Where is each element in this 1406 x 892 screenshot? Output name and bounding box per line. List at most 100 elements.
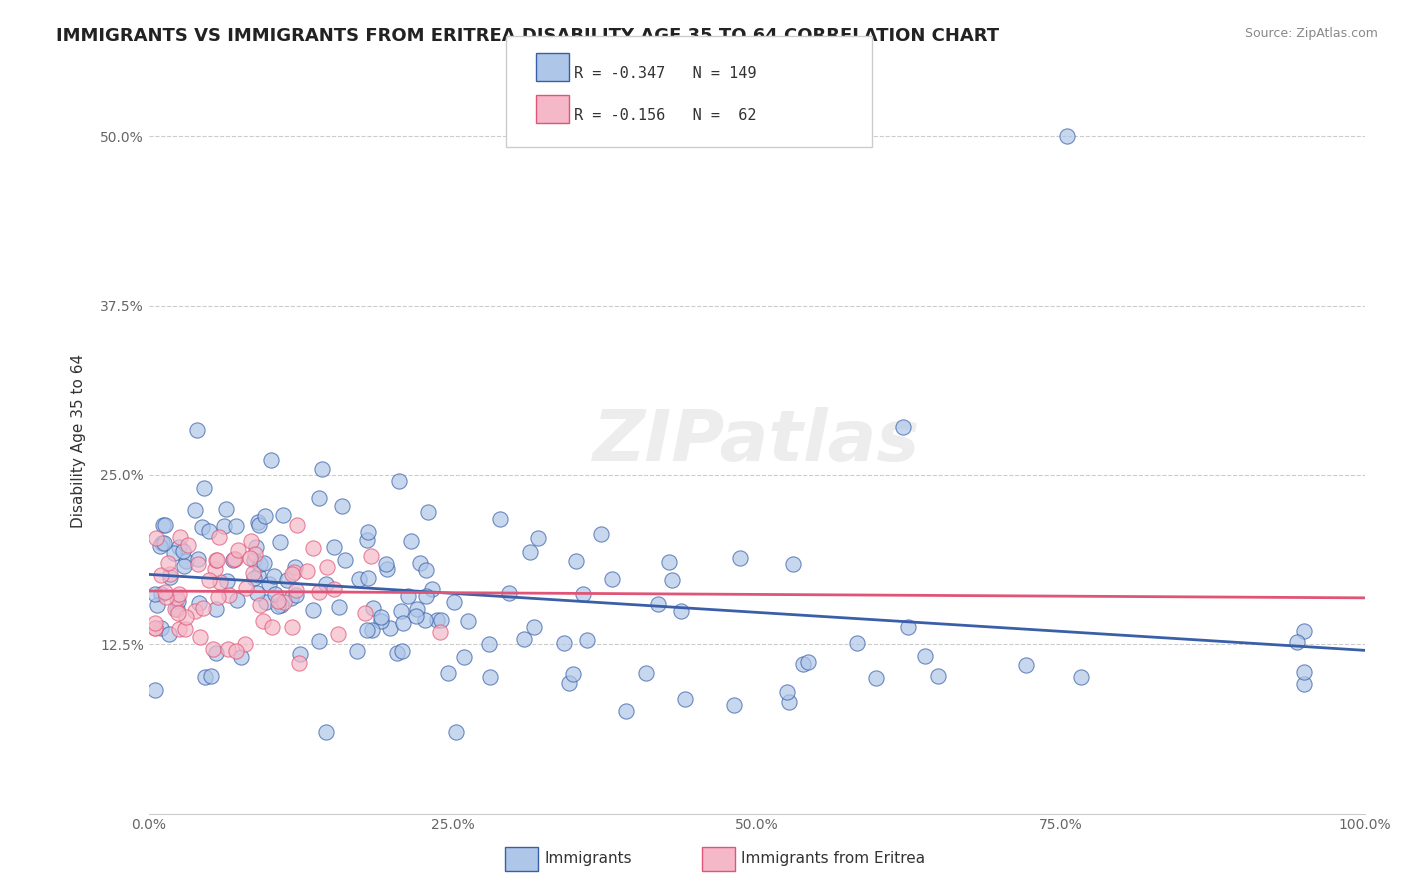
Point bbox=[254, 509, 277, 524]
Point bbox=[405, 608, 427, 623]
Point bbox=[315, 559, 337, 574]
Point bbox=[429, 624, 451, 639]
Point bbox=[311, 462, 333, 476]
Point bbox=[150, 587, 173, 601]
Point bbox=[155, 585, 177, 599]
Point bbox=[1285, 634, 1308, 648]
Point bbox=[437, 666, 460, 681]
Text: Immigrants from Eritrea: Immigrants from Eritrea bbox=[741, 852, 925, 866]
Point bbox=[418, 505, 440, 519]
Point bbox=[145, 532, 167, 546]
Point bbox=[184, 503, 207, 517]
Point bbox=[478, 670, 501, 684]
Point bbox=[388, 474, 411, 488]
Point bbox=[254, 595, 277, 609]
Point bbox=[782, 557, 804, 571]
Point bbox=[233, 638, 256, 652]
Point bbox=[208, 575, 231, 590]
Point bbox=[152, 517, 174, 532]
Point bbox=[600, 572, 623, 586]
Point bbox=[636, 665, 658, 680]
Point bbox=[201, 642, 224, 657]
Point bbox=[276, 573, 298, 587]
Point bbox=[193, 481, 215, 495]
Point bbox=[226, 543, 249, 558]
Point bbox=[914, 648, 936, 663]
Point bbox=[375, 557, 398, 571]
Point bbox=[361, 600, 384, 615]
Point bbox=[225, 644, 247, 658]
Point bbox=[1070, 669, 1092, 683]
Point bbox=[186, 423, 208, 437]
Point bbox=[208, 530, 231, 544]
Point bbox=[169, 587, 191, 601]
Point bbox=[415, 564, 437, 578]
Point bbox=[288, 656, 311, 670]
Point bbox=[240, 534, 263, 549]
Point bbox=[287, 518, 309, 533]
Point bbox=[173, 559, 195, 574]
Point bbox=[245, 540, 267, 554]
Point bbox=[153, 535, 176, 549]
Point bbox=[163, 546, 186, 560]
Point bbox=[166, 594, 188, 608]
Point bbox=[267, 594, 290, 608]
Text: Immigrants: Immigrants bbox=[544, 852, 631, 866]
Point bbox=[391, 643, 413, 657]
Point bbox=[253, 557, 276, 571]
Point bbox=[385, 646, 408, 660]
Point bbox=[389, 604, 412, 618]
Point bbox=[478, 637, 501, 651]
Y-axis label: Disability Age 35 to 64: Disability Age 35 to 64 bbox=[72, 354, 86, 528]
Point bbox=[205, 553, 228, 567]
Point bbox=[575, 633, 598, 648]
Point bbox=[354, 606, 377, 620]
Point bbox=[553, 635, 575, 649]
Point bbox=[673, 691, 696, 706]
Point bbox=[149, 567, 172, 582]
Point bbox=[778, 694, 800, 708]
Point bbox=[165, 602, 187, 616]
Point bbox=[523, 620, 546, 634]
Point bbox=[661, 573, 683, 587]
Point bbox=[184, 604, 207, 618]
Point bbox=[222, 552, 245, 566]
Point bbox=[792, 657, 814, 671]
Point bbox=[415, 613, 437, 627]
Point bbox=[212, 519, 235, 533]
Point bbox=[891, 420, 914, 434]
Point bbox=[166, 591, 188, 605]
Point bbox=[224, 552, 246, 566]
Point bbox=[323, 540, 346, 554]
Point bbox=[328, 627, 350, 641]
Point bbox=[249, 598, 271, 612]
Point bbox=[190, 520, 212, 534]
Point bbox=[443, 595, 465, 609]
Point bbox=[205, 646, 228, 660]
Point bbox=[297, 564, 319, 578]
Point bbox=[270, 599, 292, 613]
Point bbox=[257, 577, 280, 591]
Point bbox=[197, 524, 219, 538]
Point bbox=[222, 551, 245, 566]
Point bbox=[281, 620, 304, 634]
Point bbox=[498, 586, 520, 600]
Point bbox=[430, 613, 453, 627]
Point bbox=[166, 602, 188, 616]
Point bbox=[143, 620, 166, 634]
Point bbox=[204, 562, 226, 576]
Point bbox=[242, 566, 264, 580]
Point bbox=[225, 593, 247, 607]
Point bbox=[167, 540, 190, 554]
Point bbox=[159, 567, 181, 582]
Point bbox=[231, 650, 253, 665]
Point bbox=[392, 615, 415, 630]
Point bbox=[1292, 624, 1315, 638]
Point bbox=[897, 620, 920, 634]
Point bbox=[572, 587, 595, 601]
Point bbox=[187, 558, 209, 572]
Point bbox=[217, 641, 239, 656]
Point bbox=[308, 634, 330, 648]
Point bbox=[558, 675, 581, 690]
Point bbox=[526, 531, 548, 545]
